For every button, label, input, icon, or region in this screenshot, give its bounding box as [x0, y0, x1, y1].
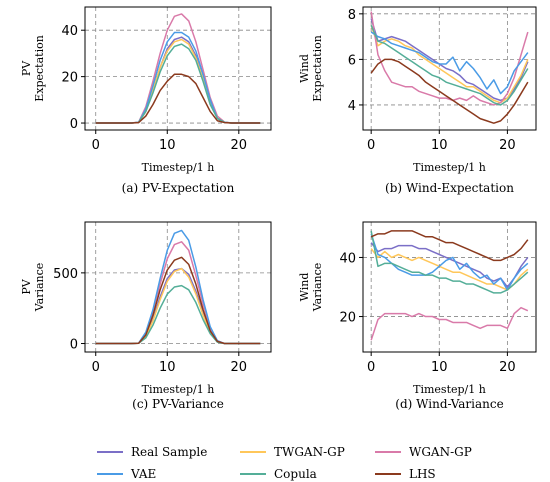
x-tick-label: 0 [367, 360, 375, 375]
series-line-twgan-gp [370, 248, 529, 291]
x-tick-label: 10 [159, 360, 176, 375]
plot-frame [362, 6, 537, 131]
x-tick-label: 10 [159, 138, 176, 153]
series-line-lhs [370, 230, 529, 262]
x-tick-label: 20 [231, 138, 248, 153]
legend-label: Copula [274, 467, 317, 481]
x-tick-label: 10 [431, 360, 448, 375]
y-tick-label: 0 [70, 338, 78, 353]
y-axis-label-line: PV [20, 60, 33, 76]
y-axis-label: PVVariance [20, 263, 46, 313]
panel-caption: (c) PV-Variance [132, 397, 224, 411]
y-tick-label: 8 [348, 8, 356, 23]
plot-frame [84, 221, 272, 353]
y-axis-label: WindExpectation [298, 35, 324, 102]
x-axis-label: Timestep/1 h [413, 161, 486, 174]
x-tick-label: 20 [231, 360, 248, 375]
y-axis-label-line: PV [20, 278, 33, 294]
y-axis-label-line: Wind [298, 54, 311, 83]
series-line-lhs [95, 73, 261, 124]
legend: Real Sample TWGAN-GP WGAN-GP VAE Copula LHS [97, 445, 472, 481]
y-tick-label: 20 [339, 311, 356, 326]
series-line-wgan-gp [370, 11, 529, 106]
plot-frame [362, 221, 537, 353]
legend-label: TWGAN-GP [274, 445, 345, 459]
series-line-vae [370, 233, 529, 291]
y-axis-label-line: Wind [298, 273, 311, 302]
series-line-copula [370, 230, 529, 294]
y-tick-label: 40 [339, 251, 356, 266]
chart-panel-4: 0 10 20 20 40 Timestep/1 h WindVariance (d) Win… [298, 221, 537, 411]
series-line-real-sample [95, 267, 261, 345]
x-tick-label: 0 [92, 138, 100, 153]
chart-panel-3: 0 10 20 0 500 Timestep/1 h PVVariance (c) PV-Va… [20, 221, 272, 411]
x-tick-label: 20 [499, 360, 516, 375]
x-axis-label: Timestep/1 h [413, 383, 486, 396]
y-axis-label-line: Expectation [33, 35, 46, 102]
y-axis-label: PVExpectation [20, 35, 46, 102]
y-tick-label: 0 [70, 117, 78, 132]
panel-caption: (a) PV-Expectation [122, 181, 235, 195]
y-axis-label-line: Expectation [311, 35, 324, 102]
x-tick-label: 20 [499, 138, 516, 153]
series-line-wgan-gp [95, 241, 261, 345]
series-line-copula [95, 43, 261, 124]
series-line-copula [370, 24, 529, 106]
series-line-wgan-gp [370, 306, 529, 341]
y-axis-label: WindVariance [298, 263, 324, 313]
x-tick-label: 0 [92, 360, 100, 375]
series-line-real-sample [95, 36, 261, 124]
legend-label: WGAN-GP [409, 445, 472, 459]
y-tick-label: 4 [348, 99, 356, 114]
y-tick-label: 6 [348, 53, 356, 68]
legend-label: LHS [409, 467, 436, 481]
y-tick-label: 500 [53, 267, 78, 282]
panel-caption: (d) Wind-Variance [395, 397, 503, 411]
series-line-twgan-gp [370, 24, 529, 104]
series-line-copula [95, 284, 261, 345]
legend-label: Real Sample [131, 445, 207, 459]
x-axis-label: Timestep/1 h [142, 161, 215, 174]
x-tick-label: 0 [367, 138, 375, 153]
series-line-vae [370, 31, 529, 95]
legend-label: VAE [130, 467, 156, 481]
chart-panel-1: 0 10 20 0 20 40 Timestep/1 h PVExpectation (a) P… [20, 6, 272, 195]
series-line-twgan-gp [95, 38, 261, 124]
series-line-twgan-gp [95, 267, 261, 345]
series-line-vae [95, 31, 261, 124]
x-tick-label: 10 [431, 138, 448, 153]
series-line-lhs [95, 256, 261, 345]
y-axis-label-line: Variance [33, 263, 46, 313]
panel-caption: (b) Wind-Expectation [385, 181, 514, 195]
y-tick-label: 20 [61, 71, 78, 86]
chart-panel-2: 0 10 20 4 6 8 Timestep/1 h WindExpectation (b) W… [298, 6, 537, 195]
y-axis-label-line: Variance [311, 263, 324, 313]
y-tick-label: 40 [61, 24, 78, 39]
x-axis-label: Timestep/1 h [142, 383, 215, 396]
series-line-lhs [370, 58, 529, 124]
plot-frame [84, 6, 272, 131]
